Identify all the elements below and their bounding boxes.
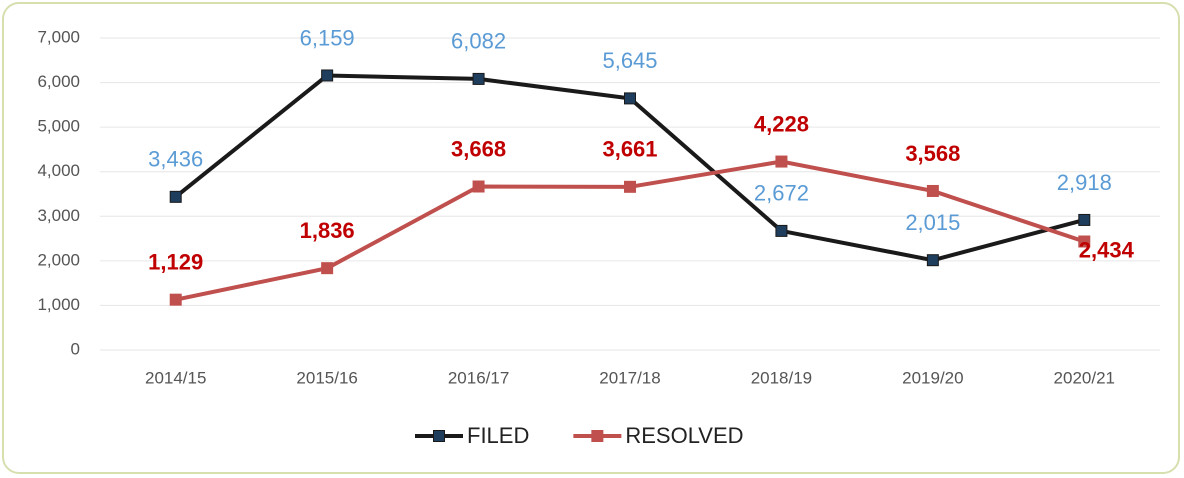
point-marker	[321, 262, 334, 275]
y-tick-label: 7,000	[37, 27, 80, 46]
data-label: 2,015	[905, 210, 960, 235]
y-tick-label: 1,000	[37, 295, 80, 314]
legend-marker	[433, 430, 445, 442]
data-label: 6,159	[300, 25, 355, 50]
x-tick-label: 2016/17	[448, 368, 509, 387]
x-tick-label: 2014/15	[145, 368, 206, 387]
data-label: 3,568	[905, 141, 960, 166]
data-label: 3,436	[148, 147, 203, 172]
x-tick-label: 2015/16	[296, 368, 357, 387]
point-marker	[169, 293, 182, 306]
legend-marker	[591, 430, 604, 442]
x-tick-label: 2018/19	[751, 368, 812, 387]
data-label: 5,645	[602, 48, 657, 73]
x-tick-label: 2017/18	[599, 368, 660, 387]
data-label: 2,434	[1079, 237, 1135, 262]
y-tick-label: 3,000	[37, 206, 80, 225]
y-tick-label: 6,000	[37, 72, 80, 91]
point-marker	[321, 69, 334, 82]
point-marker	[1078, 213, 1091, 226]
point-marker	[624, 92, 636, 105]
point-marker	[472, 180, 485, 193]
y-tick-label: 2,000	[37, 250, 80, 269]
point-marker	[775, 224, 788, 237]
data-label: 1,129	[148, 249, 203, 274]
point-marker	[926, 254, 939, 267]
data-label: 3,661	[602, 137, 657, 162]
point-marker	[472, 72, 485, 85]
point-marker	[775, 155, 788, 168]
legend-label: RESOLVED	[625, 423, 743, 448]
x-tick-label: 2020/21	[1054, 368, 1115, 387]
data-label: 2,672	[754, 181, 809, 206]
data-label: 2,918	[1057, 170, 1112, 195]
y-tick-label: 4,000	[37, 161, 80, 180]
x-tick-label: 2019/20	[902, 368, 963, 387]
data-label: 3,668	[451, 136, 506, 161]
data-label: 1,836	[300, 218, 355, 243]
point-marker	[624, 180, 636, 193]
point-marker	[1078, 235, 1091, 248]
data-label: 4,228	[754, 111, 809, 136]
data-label: 6,082	[451, 29, 506, 54]
y-tick-label: 5,000	[37, 117, 80, 136]
point-marker	[169, 190, 182, 203]
legend-label: FILED	[467, 423, 529, 448]
point-marker	[926, 184, 939, 197]
y-tick-label: 0	[71, 339, 80, 358]
